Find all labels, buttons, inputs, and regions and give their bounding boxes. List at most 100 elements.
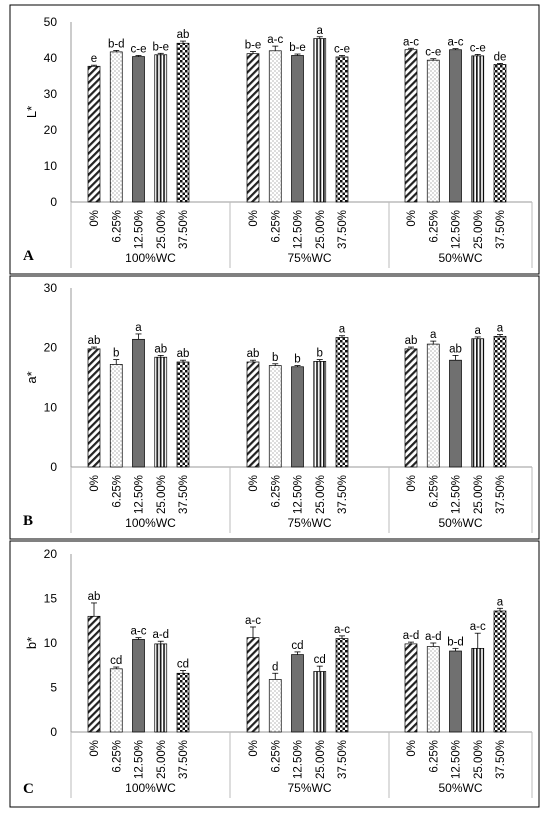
bar xyxy=(176,42,190,203)
significance-label: b-e xyxy=(245,40,262,52)
category-label: 12.50% xyxy=(134,210,146,249)
category-label: 0% xyxy=(89,740,101,757)
category-label: 25.00% xyxy=(156,475,168,514)
significance-label: cd xyxy=(314,654,326,666)
significance-label: b xyxy=(294,354,300,366)
significance-label: a-c xyxy=(334,624,350,636)
category-label: 6.25% xyxy=(270,475,282,508)
bar xyxy=(313,361,327,468)
significance-label: ab xyxy=(449,343,462,355)
significance-label: c-e xyxy=(334,43,350,55)
category-label: 37.50% xyxy=(495,475,507,514)
significance-label: a-d xyxy=(152,629,169,641)
y-tick-label: 10 xyxy=(44,636,58,650)
category-label: 6.25% xyxy=(270,210,282,243)
category-label: 12.50% xyxy=(293,210,305,249)
bar xyxy=(109,51,123,203)
category-label: 25.00% xyxy=(156,210,168,249)
significance-label: ab xyxy=(405,335,418,347)
bar xyxy=(493,335,507,468)
panel-a: A L* 0 10 20 30 40 50 e 0% b-d 6.25% c-e 12.50% b-e 25.… xyxy=(9,4,540,275)
bar xyxy=(313,38,327,203)
bar xyxy=(87,348,101,468)
bar xyxy=(404,348,418,468)
panel-frame xyxy=(9,275,540,540)
y-tick-label: 30 xyxy=(44,281,58,295)
panel-frame xyxy=(9,540,540,808)
category-label: 37.50% xyxy=(337,210,349,249)
category-label: 37.50% xyxy=(337,475,349,514)
bar xyxy=(268,365,282,468)
significance-label: b-d xyxy=(108,38,125,50)
y-tick-label: 10 xyxy=(44,159,58,173)
y-tick-label: 20 xyxy=(44,123,58,137)
category-label: 12.50% xyxy=(293,475,305,514)
y-tick-label: 50 xyxy=(44,15,58,29)
category-label: 37.50% xyxy=(337,740,349,779)
significance-label: b xyxy=(272,352,278,364)
y-axis-label: a* xyxy=(24,371,39,383)
category-label: 0% xyxy=(406,475,418,492)
category-label: 12.50% xyxy=(134,740,146,779)
significance-label: ab xyxy=(247,348,260,360)
bar xyxy=(335,337,349,468)
group-label: 75%WC xyxy=(287,251,331,265)
significance-label: a-c xyxy=(267,34,283,46)
significance-label: a xyxy=(317,25,324,37)
bar xyxy=(132,338,145,468)
bar xyxy=(268,50,282,203)
significance-label: b xyxy=(317,348,323,360)
y-tick-label: 0 xyxy=(50,460,57,474)
bar xyxy=(268,679,282,733)
bar xyxy=(246,361,260,468)
y-tick-label: 20 xyxy=(44,341,58,355)
significance-label: a xyxy=(475,325,482,337)
significance-label: a-c xyxy=(245,615,261,627)
category-label: 12.50% xyxy=(134,475,146,514)
bar xyxy=(246,53,260,203)
panel-letter: B xyxy=(23,513,33,529)
significance-label: a-d xyxy=(425,631,442,643)
significance-label: b-d xyxy=(447,636,464,648)
category-label: 25.00% xyxy=(156,740,168,779)
y-tick-label: 0 xyxy=(50,725,57,739)
category-label: 0% xyxy=(248,210,260,227)
bar xyxy=(313,671,327,733)
category-label: 0% xyxy=(89,210,101,227)
category-label: 12.50% xyxy=(293,740,305,779)
category-label: 0% xyxy=(248,740,260,757)
y-tick-label: 20 xyxy=(44,547,58,561)
y-axis-label: b* xyxy=(24,637,39,649)
category-label: 6.25% xyxy=(428,740,440,773)
bar xyxy=(291,366,304,468)
significance-label: a-c xyxy=(131,626,147,638)
group-label: 75%WC xyxy=(287,516,331,530)
category-label: 12.50% xyxy=(451,740,463,779)
category-label: 25.00% xyxy=(315,210,327,249)
group-label: 50%WC xyxy=(438,781,482,795)
significance-label: ab xyxy=(177,348,190,360)
significance-label: b xyxy=(113,348,119,360)
group-label: 100%WC xyxy=(125,516,176,530)
category-label: 25.00% xyxy=(473,475,485,514)
category-label: 37.50% xyxy=(178,210,190,249)
significance-label: a xyxy=(430,329,437,341)
category-label: 37.50% xyxy=(178,475,190,514)
significance-label: a-c xyxy=(403,36,419,48)
bar xyxy=(246,637,260,733)
category-label: 12.50% xyxy=(451,475,463,514)
y-tick-label: 0 xyxy=(50,195,57,209)
category-label: 12.50% xyxy=(451,210,463,249)
bar xyxy=(471,55,485,203)
bar xyxy=(335,638,349,733)
significance-label: a-c xyxy=(448,37,464,49)
bar xyxy=(87,65,101,203)
significance-label: a xyxy=(497,596,504,608)
category-label: 25.00% xyxy=(315,475,327,514)
bar xyxy=(132,56,145,203)
significance-label: b-e xyxy=(289,42,306,54)
bar xyxy=(176,672,190,733)
significance-label: c-e xyxy=(131,43,147,55)
category-label: 0% xyxy=(406,210,418,227)
significance-label: e xyxy=(91,53,97,65)
